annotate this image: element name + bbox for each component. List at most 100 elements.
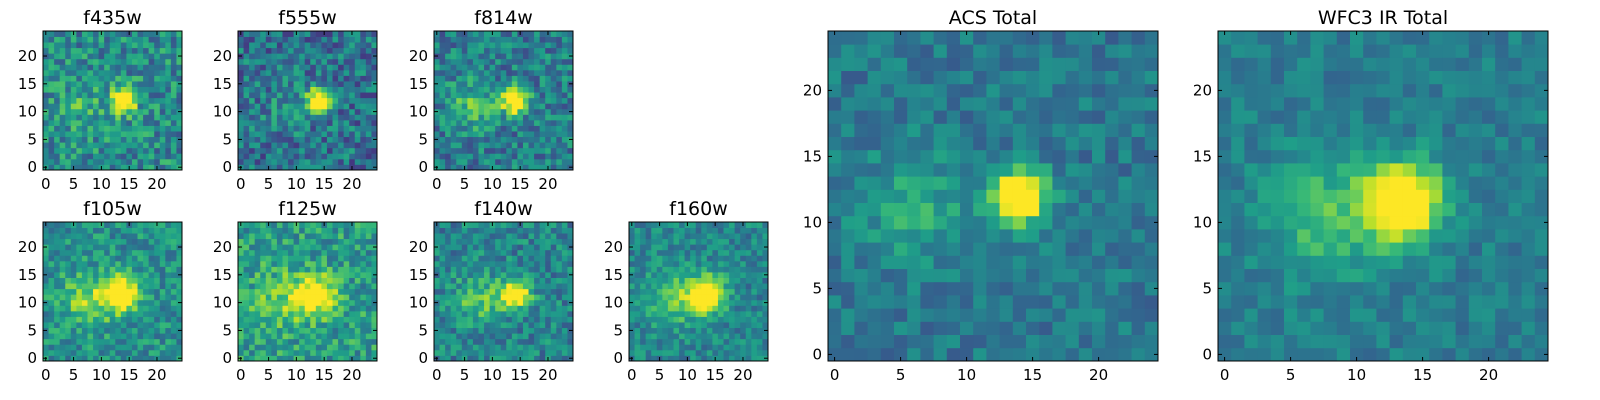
heatmap-cell — [271, 244, 278, 251]
heatmap-cell — [70, 92, 77, 99]
heatmap-cell — [93, 47, 99, 54]
heatmap-cell — [93, 147, 99, 154]
heatmap-cell — [265, 131, 272, 138]
heatmap-cell — [343, 222, 350, 228]
heatmap-cell — [332, 266, 339, 273]
heatmap-cell — [561, 233, 568, 240]
heatmap-cell — [756, 277, 763, 284]
heatmap-cell — [288, 338, 294, 345]
heatmap-cell — [450, 103, 457, 110]
heatmap-cell — [93, 69, 99, 76]
heatmap-cell — [326, 255, 333, 262]
heatmap-cell — [260, 272, 267, 278]
heatmap-cell — [506, 164, 513, 171]
heatmap-cell — [517, 64, 524, 71]
heatmap-cell — [434, 97, 440, 104]
heatmap-cell — [310, 355, 317, 362]
heatmap-cell — [249, 103, 256, 110]
heatmap-cell — [550, 53, 557, 60]
heatmap-cell — [556, 119, 563, 126]
heatmap-cell — [734, 355, 741, 362]
heatmap-cell — [238, 288, 244, 295]
heatmap-cell — [176, 238, 183, 245]
heatmap-cell — [349, 227, 356, 234]
heatmap-cell — [745, 272, 752, 278]
heatmap-cell — [762, 238, 769, 245]
heatmap-cell — [717, 333, 724, 340]
heatmap-cell — [143, 75, 150, 82]
heatmap-cell — [165, 249, 172, 256]
heatmap-cell — [467, 338, 474, 345]
heatmap-cell — [43, 349, 49, 356]
heatmap-cell — [511, 158, 518, 165]
heatmap-cell — [456, 355, 463, 362]
heatmap-cell — [65, 75, 72, 82]
heatmap-cell — [756, 283, 763, 290]
heatmap-cell — [920, 189, 934, 203]
heatmap-cell — [640, 238, 647, 245]
heatmap-cell — [48, 249, 55, 256]
heatmap-cell — [973, 321, 987, 335]
heatmap-cell — [148, 153, 155, 160]
heatmap-cell — [522, 114, 529, 121]
heatmap-cell — [456, 31, 463, 37]
heatmap-cell — [59, 92, 66, 99]
heatmap-cell — [456, 125, 463, 132]
heatmap-cell — [545, 64, 552, 71]
heatmap-cell — [104, 255, 111, 262]
heatmap-cell — [254, 64, 261, 71]
x-tick-label: 15 — [120, 175, 139, 193]
heatmap-cell — [751, 355, 758, 362]
heatmap-cell — [434, 153, 440, 160]
heatmap-cell — [489, 344, 496, 351]
heatmap-cell — [315, 283, 322, 290]
heatmap-cell — [120, 92, 127, 99]
heatmap-cell — [550, 147, 557, 154]
heatmap-cell — [360, 75, 367, 82]
heatmap-cell — [48, 255, 55, 262]
heatmap-cell — [159, 299, 166, 306]
heatmap-cell — [456, 233, 463, 240]
heatmap-cell — [511, 114, 518, 121]
heatmap-cell — [506, 294, 513, 301]
heatmap-cell — [506, 338, 513, 345]
heatmap-cell — [450, 333, 457, 340]
heatmap-cell — [561, 108, 568, 115]
heatmap-cell — [365, 333, 372, 340]
heatmap-cell — [98, 283, 105, 290]
heatmap-cell — [679, 260, 685, 267]
heatmap-cell — [867, 281, 882, 296]
heatmap-cell — [472, 31, 479, 37]
heatmap-cell — [1078, 229, 1093, 243]
heatmap-cell — [288, 69, 294, 76]
heatmap-cell — [282, 277, 289, 284]
heatmap-cell — [729, 355, 736, 362]
heatmap-cell — [343, 322, 350, 329]
heatmap-cell — [841, 334, 855, 349]
x-tick-label: 15 — [706, 366, 725, 384]
heatmap-cell — [1118, 229, 1132, 243]
heatmap-cell — [371, 316, 378, 323]
heatmap-cell — [104, 147, 111, 154]
heatmap-cell — [489, 305, 496, 312]
heatmap-cell — [651, 249, 658, 256]
heatmap-cell — [271, 327, 278, 334]
heatmap-cell — [76, 97, 83, 104]
heatmap-cell — [561, 114, 568, 121]
heatmap-cell — [439, 58, 446, 65]
heatmap-cell — [506, 344, 513, 351]
heatmap-cell — [729, 233, 736, 240]
heatmap-cell — [461, 249, 468, 256]
heatmap-cell — [489, 103, 496, 110]
heatmap-cell — [673, 344, 680, 351]
heatmap-cell — [662, 322, 669, 329]
heatmap-cell — [528, 36, 535, 43]
heatmap-cell — [299, 108, 306, 115]
heatmap-cell — [1065, 295, 1080, 309]
heatmap-cell — [561, 338, 568, 345]
heatmap-cell — [276, 233, 283, 240]
heatmap-cell — [1078, 189, 1093, 203]
heatmap-cell — [701, 322, 708, 329]
heatmap-cell — [561, 305, 568, 312]
heatmap-cell — [293, 266, 300, 273]
